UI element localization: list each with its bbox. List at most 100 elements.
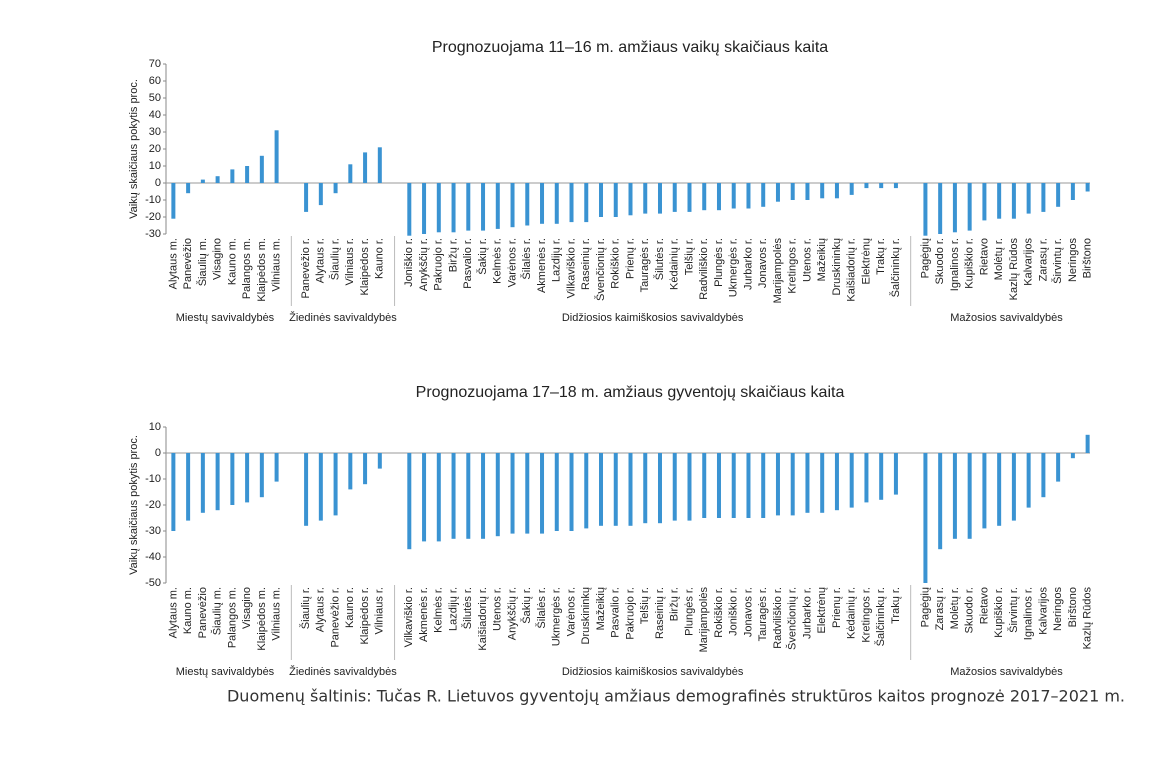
bar [746, 453, 751, 518]
bar [849, 453, 854, 508]
x-tick-label: Rietavo [978, 238, 990, 275]
x-tick-label: Druskininkų [831, 238, 843, 295]
bar [775, 183, 780, 202]
x-tick-label: Šilalės r. [520, 238, 533, 280]
group-label: Žiedinės savivaldybės [289, 665, 397, 678]
bar [702, 183, 707, 211]
x-tick-label: Jurbarko r. [801, 587, 813, 639]
x-tick-label: Alytaus r. [315, 587, 327, 632]
x-tick-label: Pagėgių [919, 238, 931, 278]
x-tick-label: Šilutės r. [461, 587, 474, 629]
x-tick-label: Trakų r. [890, 587, 902, 624]
x-tick-label: Širvintų r. [1007, 587, 1020, 633]
bar [982, 453, 987, 529]
x-tick-label: Jonavos r. [757, 238, 769, 288]
bar [569, 453, 574, 531]
group-label: Didžiosios kaimiškosios savivaldybės [562, 312, 744, 324]
x-tick-label: Marijampolės [772, 238, 784, 304]
bar [377, 453, 382, 469]
x-tick-label: Panevėžio r. [329, 587, 341, 648]
x-tick-label: Skuodo r. [934, 238, 946, 284]
bar [643, 183, 648, 214]
bar [834, 453, 839, 511]
group-label: Mažosios savivaldybės [950, 312, 1063, 324]
bar [879, 453, 884, 500]
x-tick-label: Šilutės r. [653, 238, 666, 280]
bar [510, 183, 515, 228]
x-tick-label: Panevėžio [197, 587, 209, 638]
bar [200, 453, 205, 513]
x-tick-label: Kauno r. [374, 238, 386, 279]
y-tick-label: 10 [149, 421, 161, 433]
bar [245, 453, 250, 503]
chart-title: Prognozuojama 11–16 m. amžiaus vaikų ska… [432, 39, 828, 56]
x-tick-label: Zarasų r. [934, 587, 946, 630]
y-tick-label: -10 [145, 473, 161, 485]
bar [245, 166, 250, 183]
x-tick-label: Panevėžio [182, 238, 194, 289]
x-tick-label: Telšių r. [639, 587, 651, 624]
bar [967, 453, 972, 539]
x-tick-label: Visagino [241, 587, 253, 629]
bar [422, 183, 427, 234]
bar [834, 183, 839, 199]
bar [997, 453, 1002, 526]
bar [599, 183, 604, 217]
x-tick-label: Druskininkų [580, 587, 592, 644]
bar [422, 453, 427, 542]
x-tick-label: Telšių r. [683, 238, 695, 275]
bar [967, 183, 972, 231]
x-tick-label: Šilalės r. [535, 587, 548, 629]
bar [540, 183, 545, 224]
x-tick-label: Vilniaus r. [344, 238, 356, 286]
x-tick-label: Pasvalio r. [610, 587, 622, 638]
x-tick-label: Klaipėdos r. [359, 587, 371, 644]
bar [407, 183, 412, 236]
x-tick-label: Šiaulių r. [328, 238, 341, 280]
x-tick-label: Marijampolės [698, 587, 710, 653]
group-label: Mažosios savivaldybės [950, 666, 1063, 678]
bar [348, 453, 353, 490]
x-tick-label: Plungės r. [713, 238, 725, 287]
x-tick-label: Kauno m. [182, 587, 194, 634]
x-tick-label: Joniškio r. [403, 238, 415, 287]
bar [554, 183, 559, 224]
bar [731, 183, 736, 209]
bar [613, 183, 618, 217]
bar [215, 453, 220, 511]
bar [790, 453, 795, 516]
x-tick-label: Vilkaviškio r. [565, 238, 577, 298]
bar [702, 453, 707, 518]
x-tick-label: Varėnos r. [565, 587, 577, 636]
bar [1056, 453, 1061, 482]
bar [200, 179, 205, 183]
bar [657, 183, 662, 214]
x-tick-label: Ukmergės r. [728, 238, 740, 297]
x-tick-label: Alytaus m. [167, 238, 179, 289]
x-tick-label: Kauno m. [226, 238, 238, 285]
x-tick-label: Vilniaus m. [271, 587, 283, 641]
bar [599, 453, 604, 526]
x-tick-label: Pakruojo r. [624, 587, 636, 640]
x-tick-label: Mažeikių [595, 587, 607, 630]
source: Duomenų šaltinis: Tučas R. Lietuvos gyve… [227, 687, 1125, 706]
bar [643, 453, 648, 524]
x-tick-label: Neringos [1052, 587, 1064, 632]
bar [304, 453, 309, 526]
bar [584, 183, 589, 223]
x-tick-label: Birštono [1067, 587, 1079, 627]
x-tick-label: Šiaulių m. [196, 238, 209, 286]
x-tick-label: Palangos m. [241, 238, 253, 299]
bar [716, 453, 721, 518]
bar [318, 453, 323, 521]
x-tick-label: Kretingos r. [787, 238, 799, 294]
y-tick-label: -20 [145, 211, 161, 223]
bar [805, 183, 810, 200]
x-tick-label: Alytaus m. [167, 587, 179, 638]
bar [230, 169, 235, 183]
bar [584, 453, 589, 529]
y-tick-label: -50 [145, 577, 161, 589]
bar [495, 183, 500, 229]
bar [1011, 453, 1016, 521]
